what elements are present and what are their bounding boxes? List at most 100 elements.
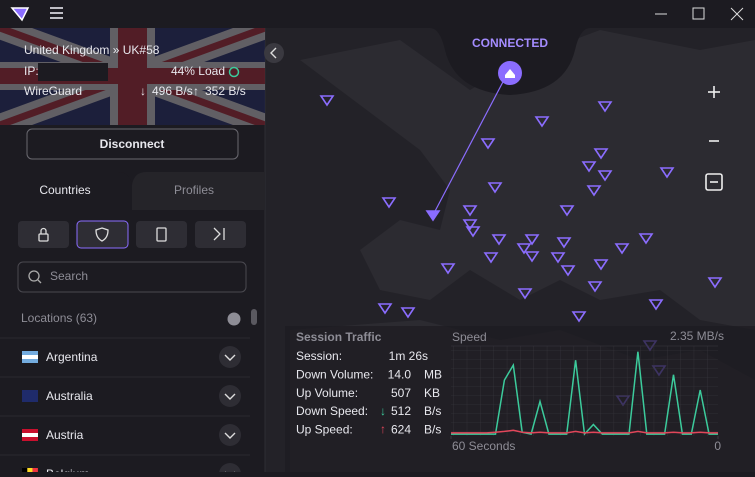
down-arrow: ↓ [380, 404, 386, 418]
zoom-reset[interactable] [705, 173, 723, 191]
speed-line [451, 351, 718, 436]
server-marker[interactable] [550, 252, 566, 264]
connection-line [432, 77, 506, 216]
server-marker[interactable] [381, 197, 397, 209]
server-marker[interactable] [462, 219, 478, 231]
menu-button[interactable] [50, 7, 63, 19]
ip-hidden [38, 63, 108, 81]
tab-countries[interactable]: Countries [39, 183, 90, 197]
speed-line [451, 429, 718, 434]
status: CONNECTED [472, 36, 548, 50]
session-value: 512 [391, 404, 411, 418]
flag-stripe [22, 394, 38, 398]
server-marker[interactable] [462, 205, 478, 217]
server-marker[interactable] [556, 237, 572, 249]
server-marker[interactable] [560, 265, 576, 277]
server-marker[interactable] [465, 226, 481, 238]
server-marker[interactable] [480, 138, 496, 150]
server-marker[interactable] [517, 288, 533, 300]
search-icon [28, 270, 40, 282]
server-marker[interactable] [597, 170, 613, 182]
filter-p2p[interactable] [136, 221, 187, 248]
disconnect-button[interactable] [26, 128, 239, 160]
country-row[interactable]: Austria [0, 415, 250, 446]
server-marker[interactable] [534, 116, 550, 128]
country-name: Belgium [46, 467, 89, 472]
session-value: 507 [391, 386, 411, 400]
server-marker[interactable] [586, 185, 602, 197]
up-arrow: ↑ [380, 422, 386, 436]
session-unit: B/s [424, 422, 441, 436]
up-arrow: ↑ [193, 84, 199, 98]
session-rows: Session: 1m 26s Down Volume: 14.0 MB Up Volum… [296, 349, 442, 436]
expand-button[interactable] [219, 385, 241, 407]
zoom-in[interactable] [708, 86, 720, 98]
info-icon[interactable] [227, 312, 241, 326]
server-marker[interactable] [581, 161, 597, 173]
flag-background [0, 28, 265, 125]
server-marker[interactable] [571, 311, 587, 323]
server-marker[interactable] [593, 259, 609, 271]
session-label: Down Speed: [296, 404, 368, 418]
session-unit: B/s [424, 404, 441, 418]
search-box[interactable] [17, 261, 247, 293]
search-placeholder: Search [50, 269, 88, 283]
flag-stripe [22, 351, 38, 355]
server-marker[interactable] [593, 148, 609, 160]
server-marker[interactable] [559, 205, 575, 217]
server-load: 44% Load [171, 64, 225, 78]
server-marker[interactable] [440, 263, 456, 275]
filter-netshield[interactable] [76, 220, 129, 249]
server-marker[interactable] [659, 167, 675, 179]
expand-button[interactable] [219, 424, 241, 446]
session-label: Up Speed: [296, 422, 353, 436]
tab-inactive-bg [132, 172, 265, 210]
country-row[interactable]: Argentina [0, 337, 250, 368]
server-marker[interactable] [648, 299, 664, 311]
server-marker[interactable] [491, 234, 507, 246]
flag-stripe [22, 433, 38, 437]
server-marker[interactable] [638, 233, 654, 245]
flag-stripe [22, 355, 38, 359]
filter-icons [38, 227, 225, 242]
load-icon [228, 66, 240, 78]
session-title: Session Traffic [296, 330, 382, 344]
search-icon-handle [37, 279, 42, 284]
flag-stripe [22, 390, 38, 394]
server-marker[interactable] [400, 307, 416, 319]
server-marker[interactable] [524, 251, 540, 263]
server-marker[interactable] [707, 277, 723, 289]
flag-stripe [22, 398, 38, 402]
country-name: Argentina [46, 350, 98, 364]
down-rate: 496 B/s [152, 84, 193, 98]
tab-active-bg [0, 172, 132, 210]
session-label: Up Volume: [296, 386, 358, 400]
country-row[interactable]: Australia [0, 376, 250, 407]
title-bar [0, 0, 755, 28]
server-marker[interactable] [516, 243, 532, 255]
server-marker[interactable] [377, 303, 393, 315]
maximize-button[interactable] [692, 7, 705, 20]
server-marker[interactable] [319, 95, 335, 107]
expand-button[interactable] [219, 346, 241, 368]
scrollbar[interactable] [251, 309, 257, 325]
server-marker[interactable] [524, 234, 540, 246]
connected-marker[interactable] [425, 210, 441, 222]
filter-tor[interactable] [195, 221, 246, 248]
server-marker[interactable] [587, 281, 603, 293]
server-name: United Kingdom » UK#58 [24, 43, 160, 57]
server-marker[interactable] [487, 182, 503, 194]
logo [10, 7, 30, 22]
tab-profiles[interactable]: Profiles [174, 183, 214, 197]
flag-stripe [22, 359, 38, 363]
close-button[interactable] [730, 7, 744, 21]
x-tick-label: 0 [714, 439, 721, 453]
collapse-button[interactable] [264, 43, 284, 63]
server-marker[interactable] [597, 101, 613, 113]
collapse-icon [270, 47, 277, 59]
server-marker[interactable] [483, 252, 499, 264]
country-name: Austria [46, 428, 84, 442]
server-marker[interactable] [614, 243, 630, 255]
session-label: Down Volume: [296, 367, 373, 381]
